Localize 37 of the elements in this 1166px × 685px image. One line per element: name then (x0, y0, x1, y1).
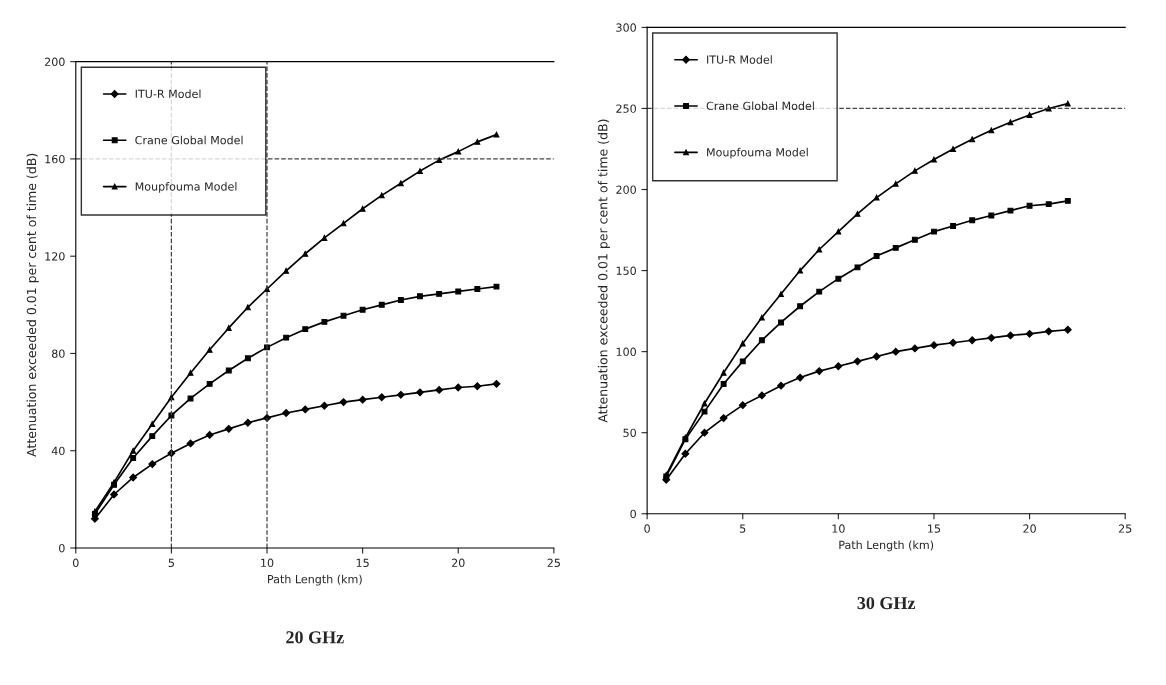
x-tick-label: 15 (928, 524, 941, 533)
y-tick-label: 0 (630, 509, 636, 519)
x-tick-label: 10 (261, 558, 274, 568)
y-tick-label: 250 (616, 104, 636, 113)
y-tick-label: 150 (616, 266, 636, 275)
x-tick-label: 25 (1118, 524, 1132, 533)
y-tick-label: 200 (616, 185, 636, 194)
y-tick-label: 160 (45, 154, 65, 164)
legend-label: ITU-R Model (135, 89, 201, 99)
legend-label: Moupfouma Model (135, 182, 237, 193)
legend-label: ITU-R Model (707, 55, 772, 64)
legend-label: Moupfouma Model (707, 147, 808, 159)
x-axis-title: Path Length (km) (839, 540, 934, 552)
legend-label: Crane Global Model (135, 135, 243, 145)
y-tick-label: 200 (44, 57, 65, 67)
x-tick-label: 5 (740, 524, 746, 533)
x-tick-label: 0 (644, 524, 650, 533)
y-tick-label: 120 (45, 252, 65, 261)
text: 20 GHz (286, 631, 344, 644)
x-tick-label: 20 (451, 558, 465, 568)
y-tick-label: 100 (616, 347, 636, 357)
x-tick-label: 10 (832, 524, 845, 533)
x-tick-label: 0 (72, 558, 79, 568)
text: 30 GHz (857, 596, 916, 610)
y-tick-label: 50 (623, 428, 636, 438)
y-tick-label: 80 (51, 349, 65, 358)
x-tick-label: 20 (1023, 524, 1036, 533)
y-tick-label: 300 (616, 23, 636, 32)
legend-label: Crane Global Model (706, 101, 814, 111)
y-axis-title: Attenuation exceeded 0.01 per cent of time (dB) (597, 119, 610, 423)
y-tick-label: 40 (51, 446, 65, 456)
x-tick-label: 25 (547, 558, 560, 568)
x-tick-label: 5 (168, 558, 174, 568)
x-tick-label: 15 (356, 558, 369, 568)
y-axis-title: Attenuation exceeded 0.01 per cent of time (dB) (26, 153, 39, 457)
x-axis-title: Path Length (km) (268, 574, 362, 586)
y-tick-label: 0 (59, 543, 65, 553)
